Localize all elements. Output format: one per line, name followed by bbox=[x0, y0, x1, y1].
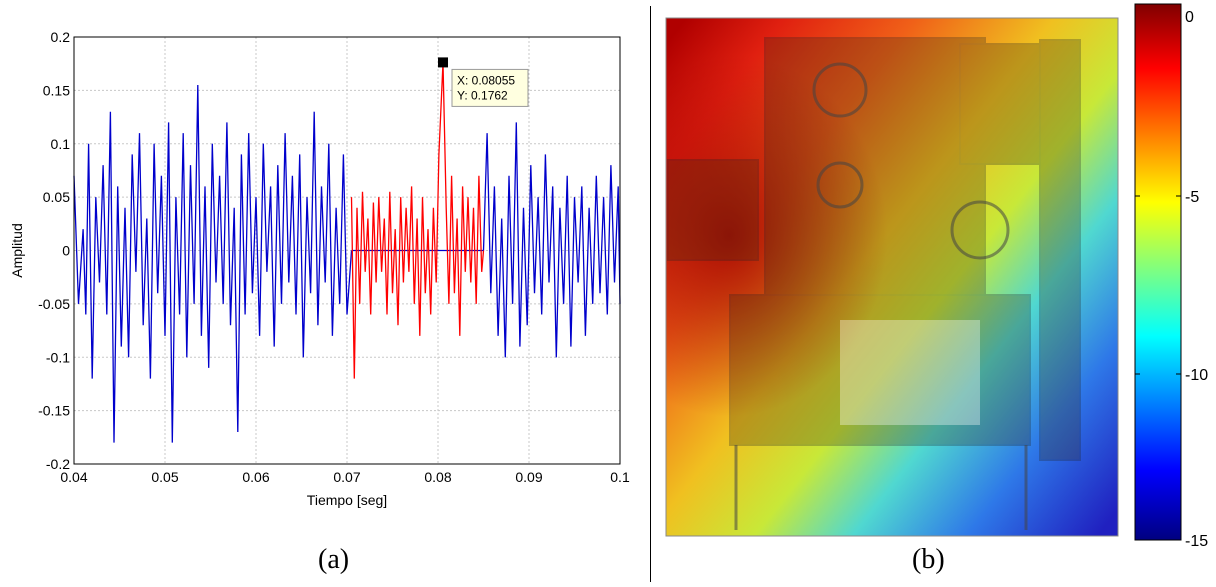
heatmap-figure: 0 -5 -10 -15 bbox=[665, 3, 1208, 550]
y-tick-label: 0.1 bbox=[51, 136, 71, 152]
y-tick-label: 0.2 bbox=[51, 29, 71, 45]
x-tick-label: 0.09 bbox=[515, 469, 542, 485]
y-tick-label: -0.15 bbox=[38, 403, 70, 419]
x-axis-label: Tiempo [seg] bbox=[307, 492, 387, 508]
colorbar-tick-minus5: -5 bbox=[1185, 189, 1199, 206]
colorbar-tick-minus10: -10 bbox=[1185, 367, 1208, 384]
signal-chart: 0.04 0.05 0.06 0.07 0.08 0.09 0.1 0.2 0.15 0.1 0.0… bbox=[9, 29, 630, 508]
y-axis-label: Amplitud bbox=[9, 223, 25, 277]
datatip-box bbox=[451, 68, 529, 107]
series-line-3 bbox=[482, 122, 621, 358]
colorbar-tick-minus15: -15 bbox=[1185, 533, 1208, 550]
series-line-2 bbox=[350, 62, 485, 379]
caption-b: (b) bbox=[912, 544, 945, 575]
datatip-x-text: X: 0.08055 bbox=[457, 73, 515, 87]
caption-a: (a) bbox=[318, 544, 350, 575]
y-tick-label: 0 bbox=[62, 243, 70, 259]
x-tick-label: 0.04 bbox=[60, 469, 87, 485]
x-tick-label: 0.1 bbox=[610, 469, 630, 485]
datatip-y-text: Y: 0.1762 bbox=[457, 88, 508, 102]
x-tick-label: 0.05 bbox=[151, 469, 178, 485]
x-tick-label: 0.07 bbox=[333, 469, 360, 485]
datatip-marker bbox=[438, 57, 449, 68]
colorbar: 0 -5 -10 -15 bbox=[1134, 3, 1208, 550]
x-tick-label: 0.06 bbox=[242, 469, 269, 485]
colorbar-tick-0: 0 bbox=[1185, 9, 1194, 26]
y-tick-label: 0.05 bbox=[43, 189, 70, 205]
heatmap-image bbox=[665, 17, 1119, 537]
figure-divider bbox=[650, 6, 651, 582]
y-tick-label: -0.2 bbox=[46, 456, 70, 472]
x-tick-label: 0.08 bbox=[424, 469, 451, 485]
series-line-0 bbox=[73, 84, 353, 443]
y-tick-label: -0.1 bbox=[46, 349, 70, 365]
y-tick-label: -0.05 bbox=[38, 296, 70, 312]
figure-a: 0.04 0.05 0.06 0.07 0.08 0.09 0.1 0.2 0.15 0.1 0.0… bbox=[9, 29, 630, 508]
axes-frame bbox=[73, 36, 621, 465]
y-tick-label: 0.15 bbox=[43, 82, 70, 98]
figure-b: 0 -5 -10 -15 bbox=[660, 0, 1216, 582]
